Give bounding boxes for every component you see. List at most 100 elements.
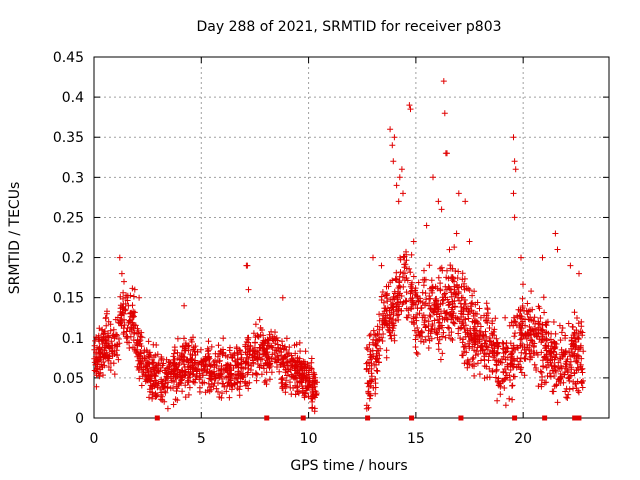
data-point-outlier xyxy=(136,294,143,301)
data-point xyxy=(494,397,501,404)
data-point xyxy=(366,341,373,348)
data-point xyxy=(483,300,490,307)
data-point xyxy=(288,373,295,380)
data-point xyxy=(178,351,185,358)
data-point xyxy=(431,302,437,309)
data-point xyxy=(190,346,197,353)
data-point xyxy=(206,375,213,382)
data-point xyxy=(400,299,407,306)
data-point-outlier xyxy=(181,302,188,309)
data-point xyxy=(464,364,471,371)
data-point xyxy=(384,298,391,305)
data-point xyxy=(472,317,478,324)
data-point xyxy=(370,353,377,359)
data-point xyxy=(367,351,374,358)
data-point xyxy=(196,388,203,395)
data-point xyxy=(437,286,444,293)
data-point xyxy=(474,360,481,367)
data-point xyxy=(129,302,136,309)
data-point xyxy=(518,313,525,320)
data-point xyxy=(366,332,373,339)
data-point xyxy=(369,339,376,346)
gap-marker xyxy=(154,415,160,421)
data-point xyxy=(461,325,468,332)
data-point xyxy=(547,357,553,364)
data-point xyxy=(227,362,234,368)
data-point xyxy=(93,350,100,357)
data-point xyxy=(221,383,228,390)
data-point-outlier xyxy=(103,310,110,317)
data-point xyxy=(226,394,233,401)
data-point-outlier xyxy=(116,254,123,261)
data-point xyxy=(557,370,564,377)
data-point-outlier xyxy=(370,254,376,261)
data-point xyxy=(279,375,286,381)
data-point xyxy=(186,384,193,391)
data-point xyxy=(298,373,305,380)
data-point xyxy=(428,328,435,335)
data-point xyxy=(497,391,504,398)
data-point xyxy=(276,368,283,375)
data-point xyxy=(204,348,211,355)
data-point xyxy=(570,324,576,330)
data-point xyxy=(422,336,429,343)
data-point xyxy=(263,369,270,376)
data-point xyxy=(100,353,107,360)
data-point xyxy=(413,349,420,356)
data-point xyxy=(481,363,488,369)
data-point xyxy=(118,310,125,317)
data-point xyxy=(553,351,560,358)
data-point xyxy=(518,349,525,356)
data-point xyxy=(311,371,317,378)
data-point xyxy=(207,370,214,377)
data-point xyxy=(91,355,98,362)
x-tick-label: 5 xyxy=(197,431,206,447)
data-point xyxy=(397,254,404,261)
data-point xyxy=(288,358,295,365)
data-point xyxy=(543,379,550,386)
data-point-outlier xyxy=(554,246,561,253)
x-tick-label: 10 xyxy=(300,431,318,447)
data-point xyxy=(540,363,547,369)
data-point xyxy=(374,347,381,354)
data-point xyxy=(459,294,466,301)
data-point xyxy=(523,335,530,342)
data-point xyxy=(528,288,535,295)
data-point xyxy=(562,335,569,342)
data-point xyxy=(525,308,532,315)
data-point xyxy=(245,360,252,367)
data-point xyxy=(250,330,257,337)
data-point xyxy=(312,394,318,401)
data-point xyxy=(489,320,496,327)
data-point xyxy=(469,318,476,325)
data-point xyxy=(151,372,158,379)
data-point xyxy=(471,347,478,354)
data-point xyxy=(435,300,442,307)
data-point xyxy=(535,326,541,333)
data-point xyxy=(530,328,537,335)
data-point xyxy=(506,395,513,402)
data-point xyxy=(489,347,496,354)
data-point xyxy=(450,319,457,326)
data-point xyxy=(257,331,264,338)
data-point xyxy=(511,318,518,325)
data-point xyxy=(302,348,309,355)
y-tick-label: 0.1 xyxy=(62,331,84,347)
data-point xyxy=(262,377,269,384)
data-point xyxy=(235,375,241,382)
data-point xyxy=(476,371,483,378)
data-point xyxy=(199,379,206,386)
data-point xyxy=(380,299,387,306)
data-point xyxy=(294,388,301,394)
data-point xyxy=(415,279,422,286)
data-point xyxy=(391,332,398,339)
data-point xyxy=(565,320,572,327)
data-point xyxy=(444,296,451,303)
data-point xyxy=(259,327,265,333)
data-point xyxy=(551,345,558,352)
data-point xyxy=(445,275,452,282)
data-point xyxy=(141,355,148,362)
data-point xyxy=(391,296,398,302)
data-point xyxy=(174,385,181,392)
